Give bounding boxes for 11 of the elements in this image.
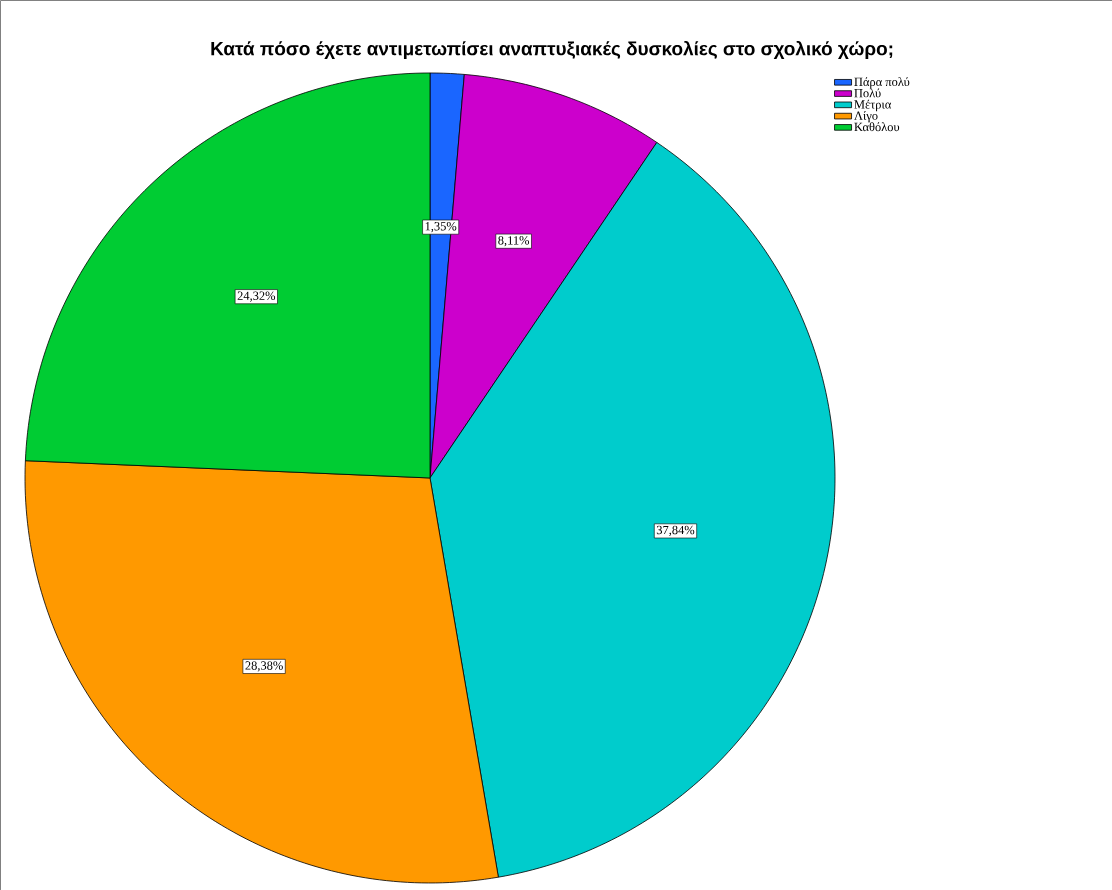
legend-label: Πολύ bbox=[854, 88, 881, 98]
legend-label: Καθόλου bbox=[854, 122, 900, 132]
data-label: 1,35% bbox=[425, 222, 457, 233]
legend-label: Πάρα πολύ bbox=[854, 77, 910, 89]
legend-label: Λίγο bbox=[854, 110, 878, 123]
data-label: 24,32% bbox=[237, 291, 276, 302]
data-label: 28,38% bbox=[245, 661, 283, 672]
chart-title: Κατά πόσο έχετε αντιμετωπίσει αναπτυξιακές δυσκολίες στο σχολικό χώρο; bbox=[211, 40, 893, 60]
data-label: 8,11% bbox=[498, 236, 530, 247]
legend-label: Μέτρια bbox=[854, 99, 892, 112]
data-label: 37,84% bbox=[656, 525, 695, 537]
